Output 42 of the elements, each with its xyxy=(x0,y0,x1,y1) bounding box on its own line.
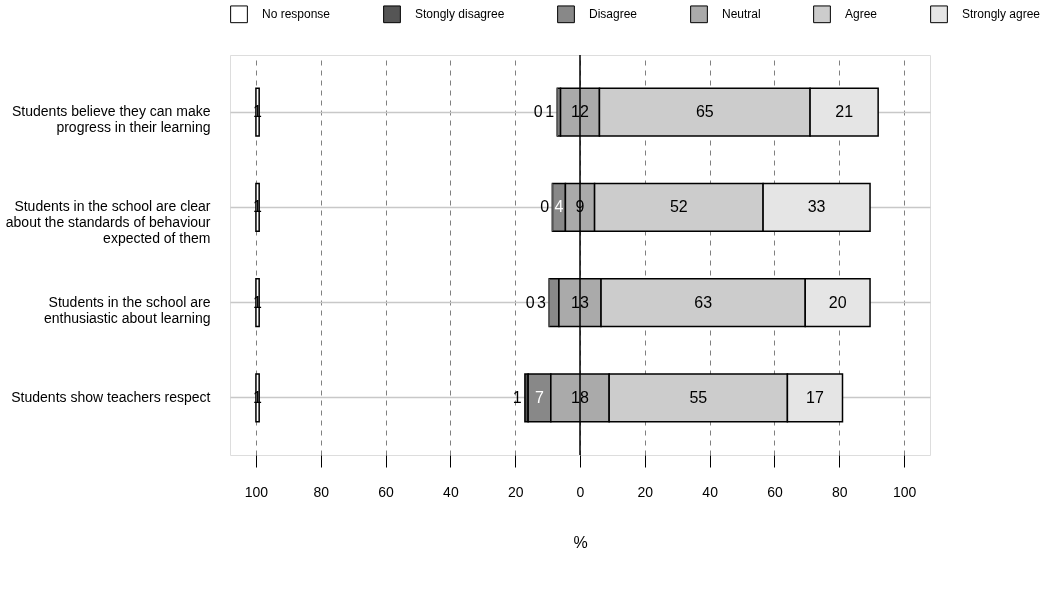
legend-label: Disagree xyxy=(589,7,638,22)
x-tick-label: 60 xyxy=(378,483,395,500)
data-label: 33 xyxy=(807,198,826,216)
data-label: 0 xyxy=(525,293,535,311)
x-tick-label: 80 xyxy=(831,483,848,500)
x-tick-label: 100 xyxy=(892,483,917,500)
data-label: 0 xyxy=(533,103,543,121)
data-label: 1 xyxy=(545,103,555,121)
x-axis-title: % xyxy=(573,533,588,551)
x-tick-label: 0 xyxy=(576,483,585,500)
data-label: 55 xyxy=(689,388,708,406)
x-tick-label: 100 xyxy=(244,483,269,500)
data-label: 0 xyxy=(540,198,550,216)
data-label: 20 xyxy=(828,293,847,311)
x-tick-label: 60 xyxy=(767,483,783,500)
x-tick-label: 20 xyxy=(637,483,654,500)
y-tick-label: Students in the school are clear about the standards of behaviour expected of them xyxy=(5,198,211,247)
legend-label: Strongly agree xyxy=(962,7,1041,22)
data-label: 52 xyxy=(669,198,688,216)
data-label: 7 xyxy=(535,388,545,406)
data-label: 1 xyxy=(253,198,263,216)
y-tick-label: Students believe they can make progress in their learning xyxy=(12,103,211,136)
data-label: 4 xyxy=(554,198,564,216)
x-tick-label: 40 xyxy=(443,483,459,500)
x-tick-label: 80 xyxy=(313,483,330,500)
y-tick-label: Students show teachers respect xyxy=(11,388,211,405)
data-label: 3 xyxy=(537,293,547,311)
data-label: 17 xyxy=(806,388,824,406)
data-label: 1 xyxy=(253,293,263,311)
data-label: 21 xyxy=(835,103,854,121)
x-tick-label: 20 xyxy=(507,483,524,500)
legend-label: Neutral xyxy=(722,7,761,22)
legend-label: No response xyxy=(262,7,331,22)
x-tick-label: 40 xyxy=(702,483,719,500)
data-label: 1 xyxy=(512,388,522,406)
data-label: 63 xyxy=(694,293,713,311)
legend-label: Agree xyxy=(845,7,878,22)
y-tick-label: Students in the school are enthusiastic about learning xyxy=(43,293,211,326)
data-label: 65 xyxy=(695,103,714,121)
legend-label: Stongly disagree xyxy=(415,7,505,22)
data-label: 1 xyxy=(253,388,263,406)
data-label: 1 xyxy=(253,103,263,121)
